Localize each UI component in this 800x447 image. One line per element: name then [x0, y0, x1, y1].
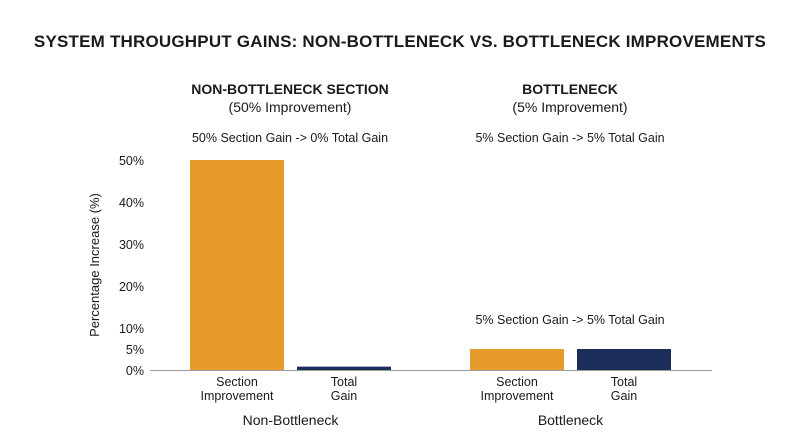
section-header-bottleneck: BOTTLENECK (5% Improvement): [430, 80, 710, 116]
section-subheading: (5% Improvement): [512, 99, 628, 115]
bar: [470, 349, 564, 370]
x-tick-label: Improvement: [201, 389, 274, 403]
y-tick-label: 40%: [119, 196, 144, 210]
y-tick-label: 30%: [119, 238, 144, 252]
x-tick-label: Total: [611, 375, 637, 389]
group-label: Bottleneck: [538, 412, 604, 428]
bar-annotation: 5% Section Gain -> 5% Total Gain: [475, 313, 665, 327]
section-subheading: (50% Improvement): [228, 99, 352, 115]
group-label: Non-Bottleneck: [243, 412, 340, 428]
y-tick-label: 20%: [119, 280, 144, 294]
section-heading: BOTTLENECK: [522, 81, 618, 97]
bar: [190, 160, 284, 370]
section-annotation: 5% Section Gain -> 5% Total Gain: [475, 131, 665, 145]
x-tick-label: Section: [216, 375, 258, 389]
section-annotation: 50% Section Gain -> 0% Total Gain: [191, 131, 389, 145]
y-tick-label: 5%: [126, 343, 144, 357]
section-header-non-bottleneck: NON-BOTTLENECK SECTION (50% Improvement): [150, 80, 430, 116]
x-tick-label: Gain: [331, 389, 357, 403]
x-tick-label: Section: [496, 375, 538, 389]
bar: [577, 349, 671, 370]
x-tick-label: Total: [331, 375, 357, 389]
bar: [297, 366, 391, 370]
y-tick-label: 10%: [119, 322, 144, 336]
y-tick-label: 0%: [126, 364, 144, 378]
chart-title: SYSTEM THROUGHPUT GAINS: NON-BOTTLENECK …: [33, 32, 767, 51]
section-heading: NON-BOTTLENECK SECTION: [191, 81, 389, 97]
y-tick-label: 50%: [119, 154, 144, 168]
x-tick-label: Gain: [611, 389, 637, 403]
y-axis-label: Percentage Increase (%): [87, 193, 102, 337]
x-tick-label: Improvement: [481, 389, 554, 403]
